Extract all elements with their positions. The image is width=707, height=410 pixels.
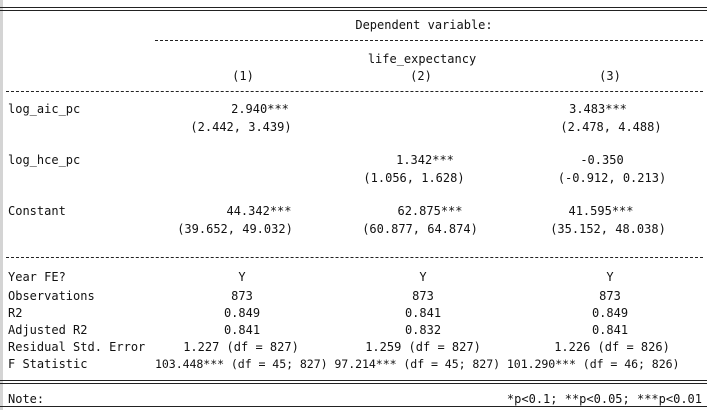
stat-year-fe-2: Y: [419, 270, 427, 284]
stats-top-rule: [6, 257, 703, 258]
column-header-3: (3): [599, 69, 621, 83]
header-subrule: [155, 40, 703, 41]
stat-adjusted-r2-1: 0.841: [223, 323, 261, 337]
stat-f-statistic-values: 103.448*** (df = 45; 827) 97.214*** (df …: [155, 357, 680, 371]
stat-adjusted-r2-2: 0.832: [404, 323, 442, 337]
ci-log-aic-pc-1: (2.442, 3.439): [190, 120, 292, 134]
stat-residual-std-error-2: 1.259 (df = 827): [365, 340, 481, 354]
coef-log-hce-pc-3: -0.350: [580, 153, 624, 167]
header-bottom-rule: [6, 91, 703, 92]
stat-adjusted-r2-3: 0.841: [591, 323, 629, 337]
stat-year-fe-3: Y: [606, 270, 614, 284]
stat-observations-1: 873: [231, 289, 253, 303]
ci-log-hce-pc-3: (-0.912, 0.213): [557, 171, 667, 185]
ci-constant-3: (35.152, 48.038): [550, 222, 666, 236]
coef-constant-1: 44.342***: [226, 204, 292, 218]
coef-log-hce-pc-2: 1.342***: [396, 153, 454, 167]
stat-observations-2: 873: [412, 289, 434, 303]
stat-label-f-statistic: F Statistic: [8, 357, 88, 371]
ci-constant-1: (39.652, 49.032): [177, 222, 293, 236]
footer-rule: [0, 406, 707, 408]
left-edge-divider: [0, 0, 3, 410]
dependent-variable-name: life_expectancy: [367, 52, 477, 66]
dependent-variable-label: Dependent variable:: [355, 18, 493, 32]
note-label: Note:: [8, 392, 45, 406]
stat-label-r2: R2: [8, 306, 23, 320]
stat-residual-std-error-1: 1.227 (df = 827): [183, 340, 299, 354]
coef-constant-3: 41.595***: [568, 204, 634, 218]
stat-label-adjusted-r2: Adjusted R2: [8, 323, 88, 337]
bottom-double-rule: [0, 380, 707, 384]
stat-label-year-fe: Year FE?: [8, 270, 66, 284]
ci-log-aic-pc-3: (2.478, 4.488): [560, 120, 662, 134]
row-label-constant: Constant: [8, 204, 66, 218]
column-header-2: (2): [410, 69, 432, 83]
stat-label-observations: Observations: [8, 289, 95, 303]
stat-year-fe-1: Y: [238, 270, 246, 284]
top-double-rule: [0, 7, 707, 11]
coef-log-aic-pc-3: 3.483***: [569, 102, 627, 116]
coef-constant-2: 62.875***: [397, 204, 463, 218]
ci-constant-2: (60.877, 64.874): [362, 222, 478, 236]
row-label-log-hce-pc: log_hce_pc: [8, 153, 81, 167]
coef-log-aic-pc-1: 2.940***: [231, 102, 289, 116]
ci-log-hce-pc-2: (1.056, 1.628): [363, 171, 465, 185]
column-header-1: (1): [232, 69, 254, 83]
stat-residual-std-error-3: 1.226 (df = 826): [554, 340, 670, 354]
stat-r2-1: 0.849: [223, 306, 261, 320]
row-label-log-aic-pc: log_aic_pc: [8, 102, 81, 116]
stat-r2-2: 0.841: [404, 306, 442, 320]
stat-label-residual-std-error: Residual Std. Error: [8, 340, 146, 354]
stat-observations-3: 873: [599, 289, 621, 303]
stat-r2-3: 0.849: [591, 306, 629, 320]
significance-note: *p<0.1; **p<0.05; ***p<0.01: [506, 392, 702, 406]
